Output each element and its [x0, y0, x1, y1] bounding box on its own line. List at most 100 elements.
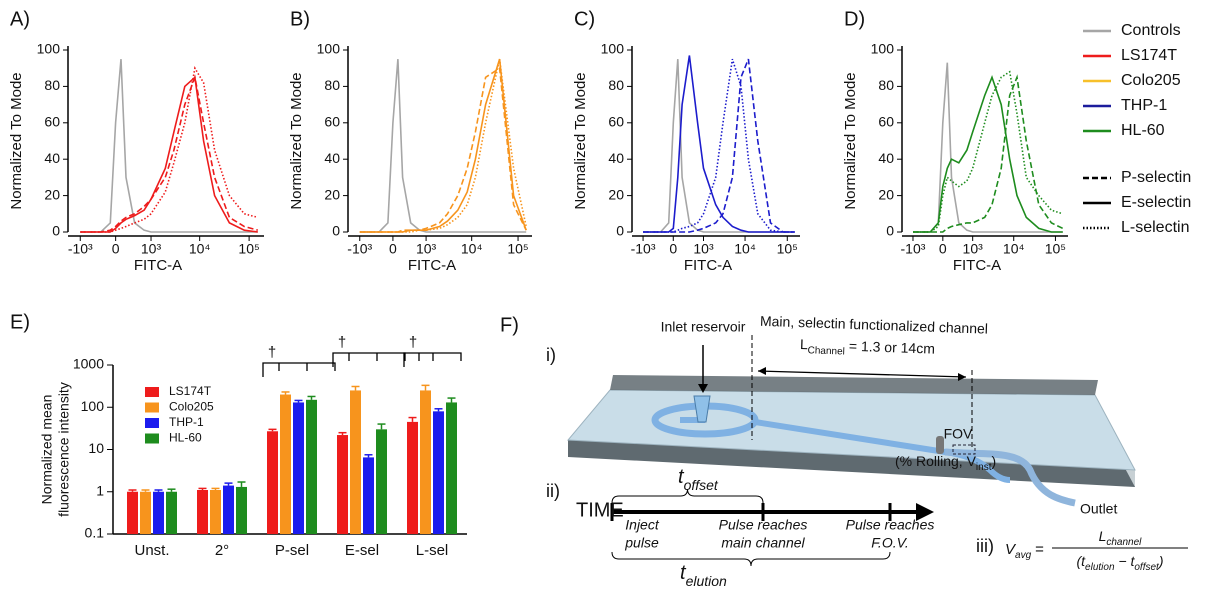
x-axis-label: FITC-A: [684, 257, 732, 274]
significance-mark: †: [409, 334, 417, 351]
event-label: Inject: [625, 517, 660, 533]
formula-lhs: Vavg =: [1005, 541, 1044, 561]
bar: [363, 457, 374, 534]
fov-metrics-text: (% Rolling, V: [895, 453, 977, 469]
part-label: iii): [976, 536, 994, 556]
y-tick-label: 40: [324, 150, 340, 166]
bar: [140, 491, 151, 534]
panel-label: C): [574, 8, 595, 30]
bar: [210, 490, 221, 534]
formula-den: (t: [1076, 553, 1086, 569]
y-tick-label: 10: [88, 440, 104, 456]
y-tick-label: 0: [886, 223, 894, 239]
fov-box: [952, 444, 976, 455]
t-offset: toffset: [678, 466, 719, 492]
event-label: main channel: [721, 535, 805, 551]
bar: [433, 411, 444, 534]
panel-label: A): [10, 8, 30, 30]
x-tick-label: 0: [669, 241, 677, 257]
bar: [166, 491, 177, 534]
formula-l-sub: channel: [1106, 537, 1142, 548]
histogram-line: [80, 65, 259, 233]
y-tick-label: 0: [616, 223, 624, 239]
formula-numerator: Lchannel: [1099, 528, 1143, 548]
histogram-line: [359, 66, 527, 233]
histogram-line: [80, 75, 258, 233]
legend-label: HL-60: [169, 431, 202, 445]
x-tick-label: 10⁵: [1045, 241, 1066, 257]
y-tick-label: 100: [871, 41, 895, 57]
time-label: TIME: [576, 499, 624, 521]
legend-swatch: [145, 418, 159, 428]
legend-label: Colo205: [1121, 72, 1181, 89]
time-arrowhead: [916, 503, 934, 521]
slab-top: [566, 389, 1136, 471]
histogram-line: [913, 70, 1064, 233]
formula-den: ): [1157, 553, 1164, 569]
y-tick-label: 0.1: [85, 525, 105, 541]
x-tick-label: L-sel: [416, 542, 449, 559]
histogram-line: [643, 58, 795, 233]
fov-label: FOV: [944, 426, 973, 442]
fov-metrics-sub: inst: [976, 462, 992, 473]
length-label: LChannel = 1.3 or 14cm: [800, 336, 936, 361]
y-tick-label: 60: [608, 114, 624, 130]
histogram-line: [913, 74, 1063, 233]
histogram-line: [80, 59, 258, 233]
y-tick-label: 0: [52, 223, 60, 239]
legend-swatch: [145, 433, 159, 444]
x-tick-label: -10³: [901, 241, 926, 257]
x-tick-label: E-sel: [345, 542, 379, 559]
x-tick-label: 10⁴: [1003, 241, 1025, 257]
significance-bracket: [262, 362, 336, 377]
panel-label: B): [290, 8, 310, 30]
y-tick-label: 20: [608, 186, 624, 202]
event-label: Pulse reaches: [719, 517, 808, 533]
significance-bracket: [332, 352, 406, 367]
x-tick-label: 0: [112, 241, 120, 257]
x-tick-label: 10³: [141, 241, 162, 257]
panel-label: F): [500, 314, 519, 336]
x-tick-label: 10³: [416, 241, 437, 257]
significance-bracket: [403, 352, 462, 367]
legend-label: THP-1: [1121, 97, 1167, 114]
x-tick-label: 0: [939, 241, 947, 257]
y-tick-label: 80: [608, 77, 624, 93]
y-tick-label: 20: [878, 186, 894, 202]
x-tick-label: 10⁴: [461, 241, 483, 257]
y-axis-label: Normalized mean: [39, 395, 55, 505]
y-tick-label: 60: [324, 114, 340, 130]
event-label: F.O.V.: [871, 535, 909, 551]
inlet-pointer-head: [698, 384, 708, 393]
y-tick-label: 80: [44, 77, 60, 93]
bar: [153, 491, 164, 534]
bar: [293, 402, 304, 534]
legend-label: Colo205: [169, 400, 214, 414]
legend-swatch: [145, 387, 159, 397]
length-symbol: L: [800, 336, 809, 352]
outlet-port: [936, 436, 944, 454]
y-tick-label: 60: [44, 114, 60, 130]
legend-label: E-selectin: [1121, 194, 1191, 211]
bar: [223, 485, 234, 534]
formula-l: L: [1099, 528, 1107, 544]
t-elution: telution: [680, 562, 727, 588]
y-tick-label: 100: [317, 41, 341, 57]
formula-eq: =: [1035, 541, 1044, 558]
t-elution-sub: elution: [686, 573, 727, 589]
y-tick-label: 100: [81, 398, 105, 414]
inlet-reservoir: [693, 395, 711, 423]
microfluidic-diagram: [566, 335, 1188, 567]
histogram-line: [913, 74, 1064, 233]
histogram-line: [80, 74, 259, 233]
fov-metrics-close: ): [991, 453, 996, 469]
histogram-line: [359, 58, 527, 233]
bar: [127, 491, 138, 534]
formula-den-sub: elution: [1085, 562, 1115, 573]
formula-denominator: (telution − toffset): [1076, 553, 1163, 573]
formula-den: − t: [1115, 553, 1136, 569]
y-tick-label: 40: [44, 150, 60, 166]
x-tick-label: -10³: [68, 241, 93, 257]
y-tick-label: 1: [96, 482, 104, 498]
legend-label: P-selectin: [1121, 169, 1191, 186]
